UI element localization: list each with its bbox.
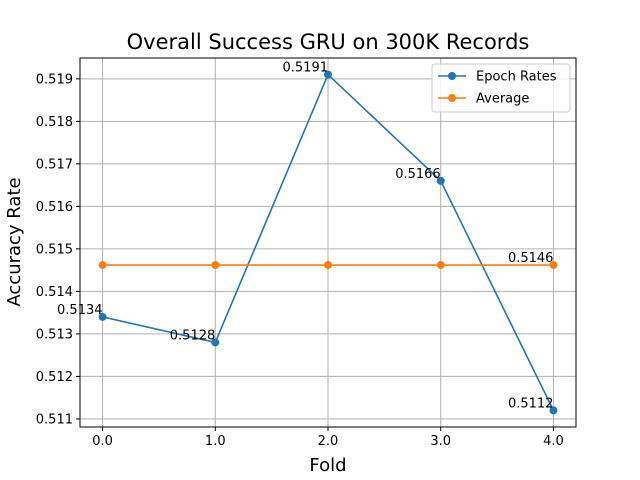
y-tick-label: 0.513 bbox=[36, 327, 73, 342]
y-tick-label: 0.512 bbox=[36, 370, 73, 385]
data-label: 0.5166 bbox=[395, 167, 441, 182]
x-tick-label: 1.0 bbox=[205, 434, 226, 449]
data-label: 0.5112 bbox=[508, 396, 554, 411]
y-tick-label: 0.516 bbox=[36, 200, 73, 215]
x-tick-label: 2.0 bbox=[318, 434, 339, 449]
data-label: 0.5146 bbox=[508, 251, 554, 266]
data-label: 0.5128 bbox=[170, 328, 216, 343]
grid bbox=[80, 58, 576, 427]
data-labels: 0.5134 0.5128 0.5191 0.5166 0.5112 0.5146 bbox=[57, 61, 553, 412]
data-point bbox=[436, 261, 445, 270]
x-tick-label: 4.0 bbox=[543, 434, 564, 449]
data-point bbox=[211, 338, 220, 347]
legend-marker bbox=[448, 94, 456, 102]
x-axis-label: Fold bbox=[309, 455, 346, 476]
legend-box bbox=[431, 63, 571, 113]
x-tick-label: 0.0 bbox=[92, 434, 113, 449]
legend-marker bbox=[448, 72, 456, 80]
data-point bbox=[211, 261, 220, 270]
data-label: 0.5191 bbox=[283, 61, 329, 76]
data-point bbox=[436, 176, 445, 185]
legend-label: Epoch Rates bbox=[476, 70, 557, 85]
y-tick-label: 0.518 bbox=[36, 115, 73, 130]
data-label: 0.5134 bbox=[57, 303, 103, 318]
ticks: 0.0 1.0 2.0 3.0 4.0 0.511 0.512 0.513 0.514 0.515… bbox=[36, 72, 564, 449]
chart-title: Overall Success GRU on 300K Records bbox=[127, 30, 530, 54]
y-tick-label: 0.517 bbox=[36, 157, 73, 172]
x-tick-label: 3.0 bbox=[430, 434, 451, 449]
y-tick-label: 0.514 bbox=[36, 285, 73, 300]
legend: Epoch Rates Average bbox=[431, 63, 571, 113]
y-tick-label: 0.511 bbox=[36, 412, 73, 427]
y-tick-label: 0.519 bbox=[36, 72, 73, 87]
legend-label: Average bbox=[476, 92, 529, 107]
data-point bbox=[549, 261, 558, 270]
y-tick-label: 0.515 bbox=[36, 242, 73, 257]
data-point bbox=[324, 70, 332, 79]
data-point bbox=[324, 261, 332, 270]
y-axis-label: Accuracy Rate bbox=[4, 177, 25, 306]
data-point bbox=[549, 406, 558, 415]
series-layer bbox=[98, 70, 558, 415]
data-point bbox=[98, 261, 107, 270]
data-point bbox=[98, 312, 107, 321]
